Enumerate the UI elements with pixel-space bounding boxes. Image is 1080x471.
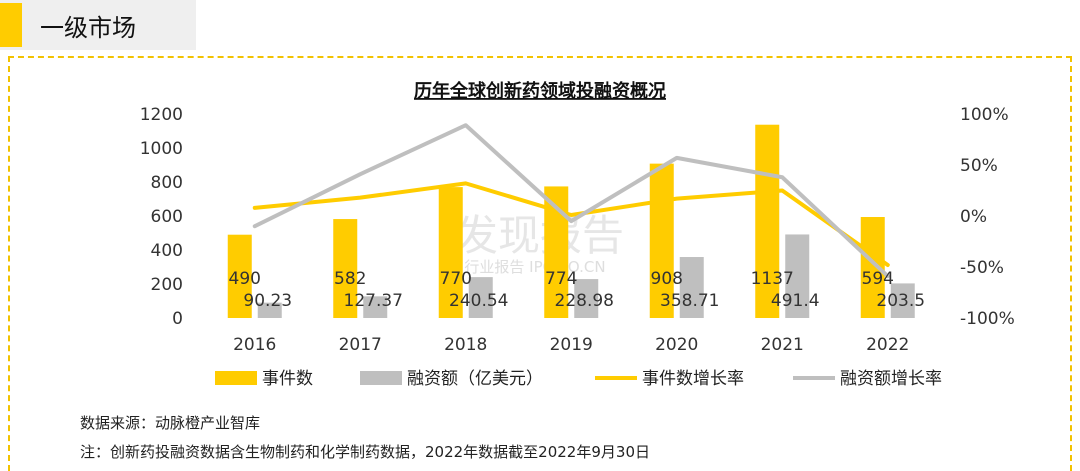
y-right-tick: 100%: [960, 105, 1009, 125]
bar-label-events: 774: [545, 269, 577, 289]
legend-label: 融资额（亿美元）: [407, 369, 543, 389]
y-right-tick: -100%: [960, 309, 1015, 329]
bar-label-funding: 491.4: [771, 291, 820, 311]
x-tick-label: 2017: [339, 335, 382, 355]
legend-label: 融资额增长率: [840, 369, 942, 389]
growth-line: [252, 123, 890, 279]
header-accent: [0, 3, 22, 47]
bar: [679, 257, 704, 318]
legend-swatch: [360, 371, 402, 385]
bar-label-events: 1137: [751, 269, 794, 289]
y-left-tick: 1200: [140, 105, 183, 125]
bar-label-events: 770: [440, 269, 472, 289]
y-left-tick: 1000: [140, 139, 183, 159]
watermark-subtext: 行业报告 IPOIPO.CN: [464, 258, 605, 276]
left-axis: 0 200 400 600 800 1000 1200: [140, 105, 183, 329]
bar: [438, 187, 463, 318]
bar: [333, 219, 358, 318]
bar-label-events: 594: [862, 269, 894, 289]
bar: [574, 279, 599, 318]
bar-label-funding: 90.23: [243, 291, 292, 311]
growth-line: [252, 181, 890, 267]
dashed-border-top: [8, 56, 1072, 58]
watermark-text: 发现报告: [456, 211, 624, 260]
x-tick-label: 2018: [444, 335, 487, 355]
bars: [227, 124, 915, 319]
bar: [257, 302, 282, 318]
bar: [227, 234, 252, 318]
y-right-tick: -50%: [960, 258, 1004, 278]
bar-label-funding: 240.54: [449, 291, 508, 311]
bar: [468, 277, 493, 318]
section-title: 一级市场: [40, 14, 136, 42]
y-left-tick: 800: [151, 173, 183, 193]
bar: [649, 163, 674, 318]
dashed-border-right: [1070, 56, 1072, 471]
x-tick-label: 2020: [655, 335, 698, 355]
growth-lines: [252, 123, 890, 279]
legend-swatch: [215, 371, 257, 385]
x-tick-label: 2021: [761, 335, 804, 355]
bar-label-funding: 228.98: [555, 291, 614, 311]
bar-label-funding: 127.37: [344, 291, 403, 311]
bar: [755, 124, 780, 319]
x-axis: 2016 2017 2018 2019 2020 2021 2022: [233, 335, 909, 355]
bar-label-events: 582: [334, 269, 366, 289]
bar-label-events: 490: [229, 269, 261, 289]
bar-label-funding: 358.71: [660, 291, 719, 311]
source-note: 数据来源：动脉橙产业智库: [80, 414, 261, 432]
y-right-tick: 50%: [960, 156, 998, 176]
y-left-tick: 200: [151, 275, 183, 295]
x-tick-label: 2019: [550, 335, 593, 355]
bar-labels: 490 582 770 774 908 1137 594 90.23 127.37 240.54 2…: [229, 269, 926, 311]
bar: [890, 283, 915, 318]
footnote: 注：创新药投融资数据含生物制药和化学制药数据，2022年数据截至2022年9月3…: [80, 443, 650, 461]
header-bar: [0, 0, 196, 50]
bar: [363, 296, 388, 318]
x-tick-label: 2016: [233, 335, 276, 355]
legend-label: 事件数增长率: [642, 369, 744, 389]
dashed-border-left: [8, 56, 10, 471]
bar: [785, 234, 810, 318]
chart-title: 历年全球创新药领域投融资概况: [414, 80, 666, 102]
bar-label-events: 908: [651, 269, 683, 289]
x-tick-label: 2022: [866, 335, 909, 355]
y-right-tick: 0%: [960, 207, 987, 227]
right-axis: -100% -50% 0% 50% 100%: [960, 105, 1015, 329]
legend: 事件数 融资额（亿美元） 事件数增长率 融资额增长率: [215, 369, 942, 389]
y-left-tick: 600: [151, 207, 183, 227]
y-left-tick: 0: [172, 309, 183, 329]
y-left-tick: 400: [151, 241, 183, 261]
legend-label: 事件数: [262, 369, 313, 389]
bar-label-funding: 203.5: [876, 291, 925, 311]
